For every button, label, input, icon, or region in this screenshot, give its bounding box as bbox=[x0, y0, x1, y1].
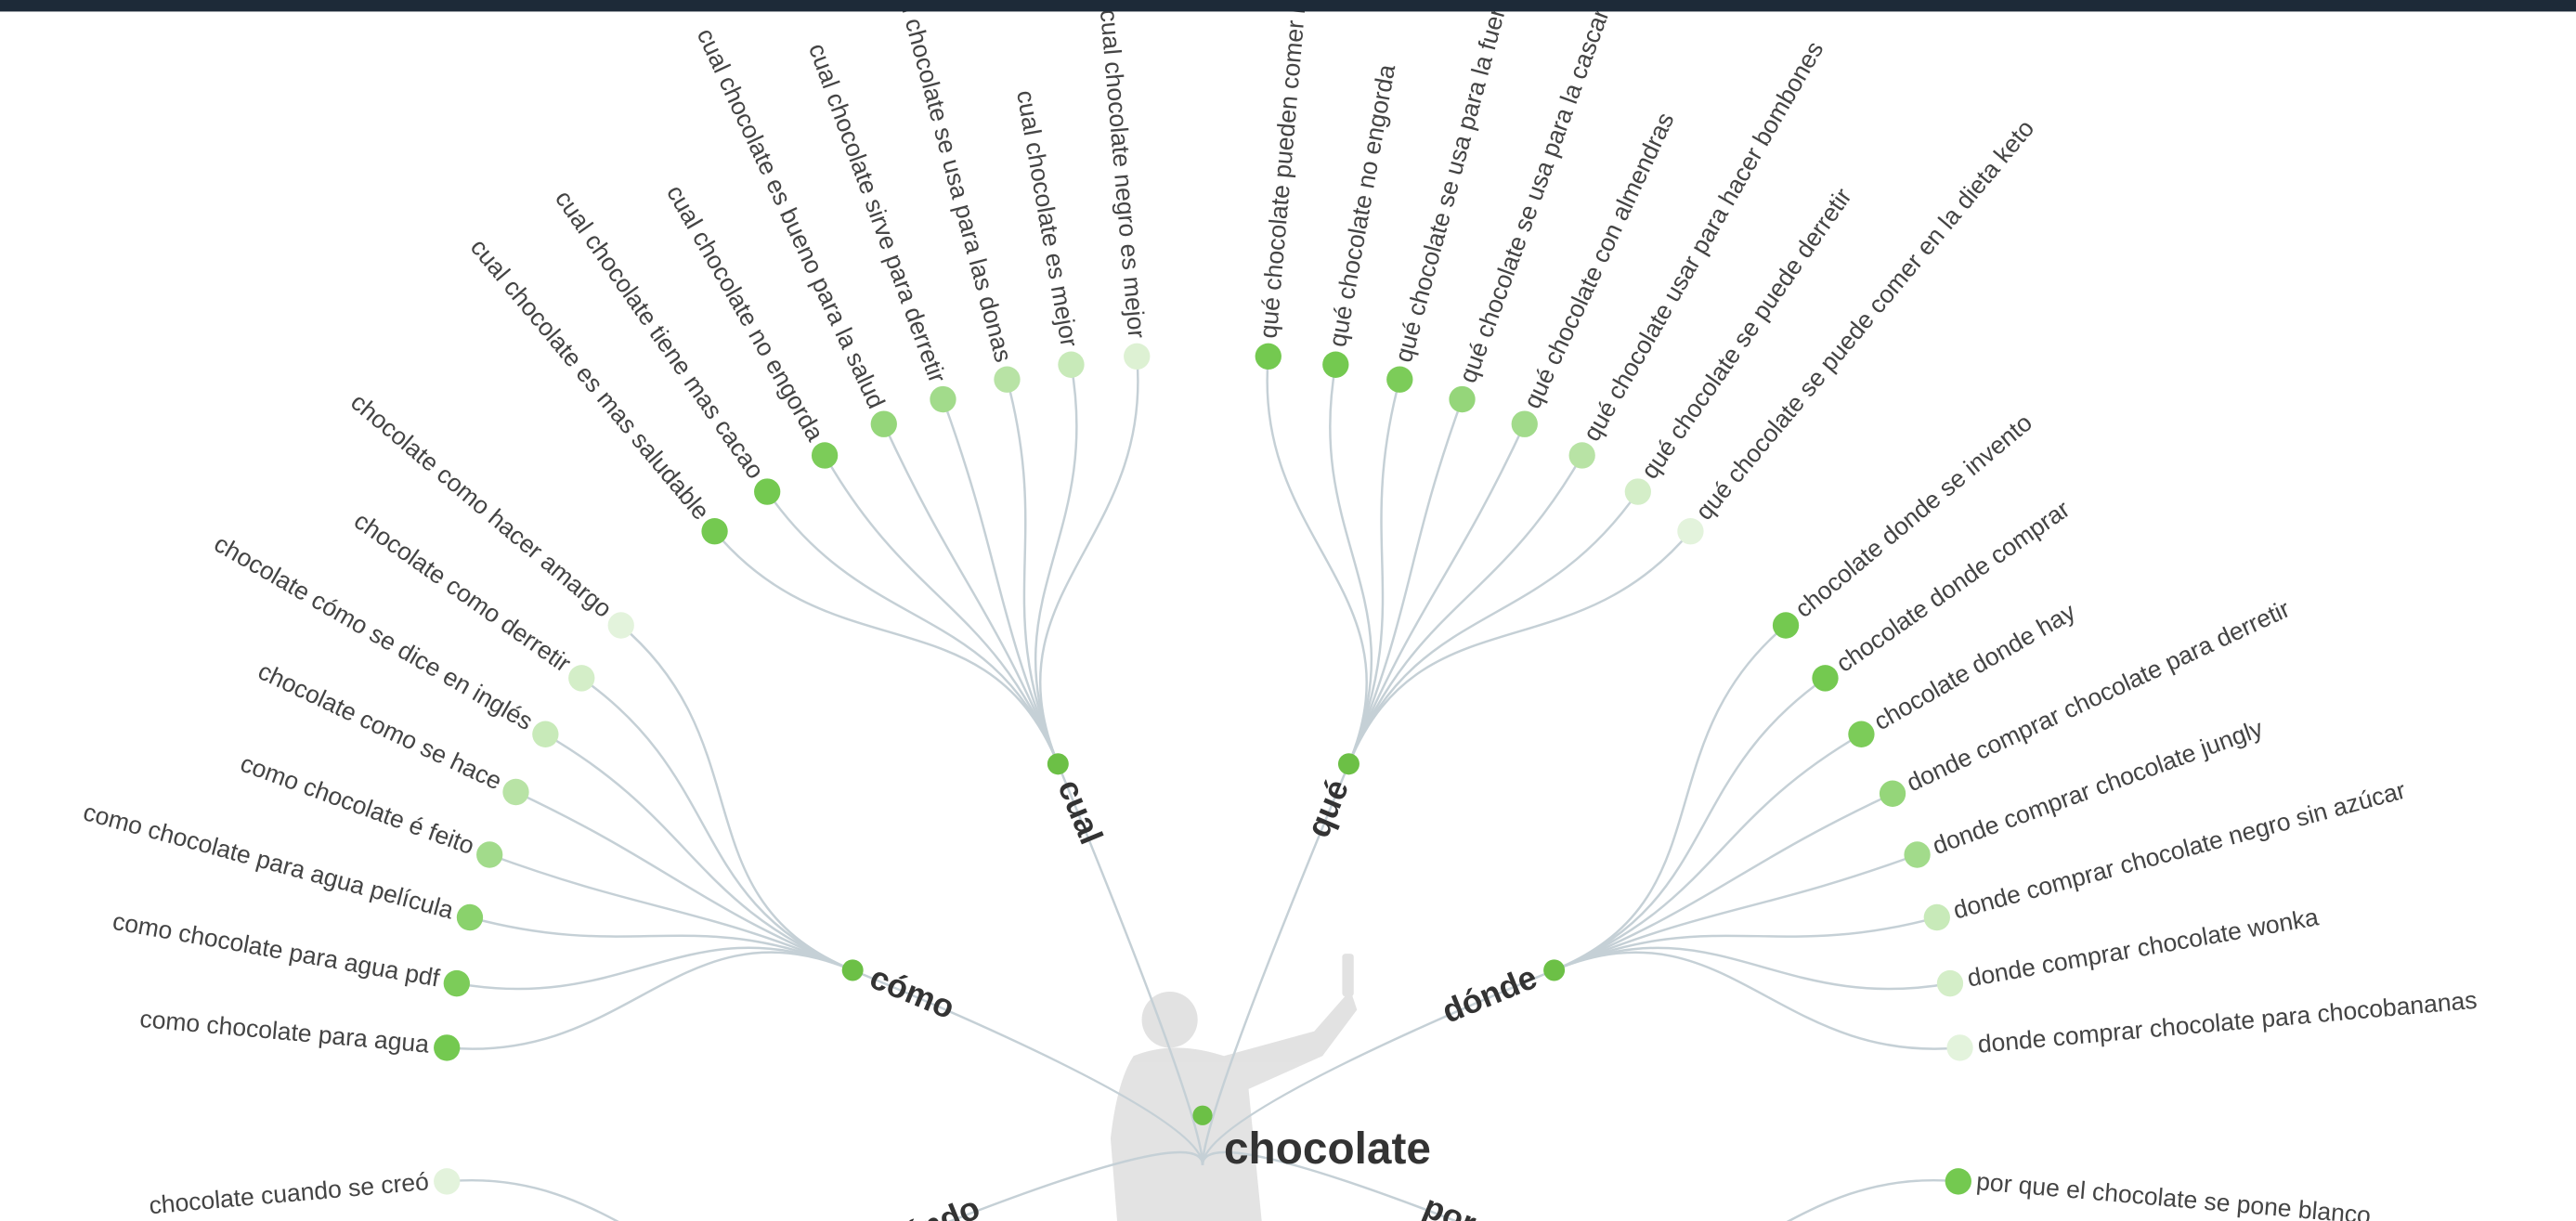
leaf-dot bbox=[1773, 612, 1799, 638]
leaf-dot bbox=[1625, 478, 1651, 504]
leaf-dot bbox=[1937, 970, 1963, 996]
silhouette-head bbox=[1142, 992, 1198, 1047]
leaf-dot bbox=[1058, 352, 1084, 378]
leaf-dot bbox=[476, 841, 502, 867]
leaf-dot bbox=[1255, 344, 1281, 370]
root-label: chocolate bbox=[1224, 1124, 1431, 1174]
leaf-dot bbox=[1512, 410, 1538, 436]
leaf-dot bbox=[871, 410, 897, 436]
leaf-dot bbox=[532, 721, 558, 747]
leaf-dot bbox=[1569, 442, 1595, 468]
top-bar bbox=[0, 0, 2576, 11]
leaf-dot bbox=[994, 367, 1020, 393]
leaf-dot bbox=[1848, 721, 1874, 747]
leaf-dot bbox=[1322, 352, 1348, 378]
leaf-dot bbox=[1924, 904, 1950, 930]
leaf-dot bbox=[930, 386, 956, 412]
page: {"root": {"label": "chocolate"}, "branch… bbox=[0, 0, 2576, 1221]
leaf-dot bbox=[1124, 344, 1150, 370]
silhouette-item bbox=[1342, 954, 1353, 996]
leaf-dot bbox=[434, 1034, 460, 1060]
leaf-dot bbox=[1812, 665, 1838, 691]
branch-dot bbox=[1543, 959, 1565, 981]
branch-dot bbox=[1338, 753, 1360, 774]
leaf-dot bbox=[1386, 367, 1412, 393]
leaf-dot bbox=[568, 665, 594, 691]
leaf-dot bbox=[1880, 781, 1906, 807]
leaf-dot bbox=[444, 970, 470, 996]
branch-dot bbox=[1047, 753, 1069, 774]
leaf-dot bbox=[1945, 1168, 1971, 1194]
leaf-dot bbox=[457, 904, 483, 930]
leaf-dot bbox=[1904, 841, 1930, 867]
diagram: cual chocolate es mas saludablecual choc… bbox=[0, 0, 2576, 1221]
leaf-dot bbox=[608, 612, 634, 638]
leaf-dot bbox=[754, 478, 780, 504]
leaf-dot bbox=[502, 779, 528, 805]
leaf-dot bbox=[434, 1168, 460, 1194]
leaf-dot bbox=[1946, 1034, 1972, 1060]
leaf-dot bbox=[812, 442, 838, 468]
leaf-dot bbox=[1449, 386, 1475, 412]
leaf-dot bbox=[701, 518, 727, 544]
root-dot bbox=[1192, 1106, 1212, 1125]
leaf-dot bbox=[1677, 518, 1703, 544]
branch-dot bbox=[842, 959, 864, 981]
